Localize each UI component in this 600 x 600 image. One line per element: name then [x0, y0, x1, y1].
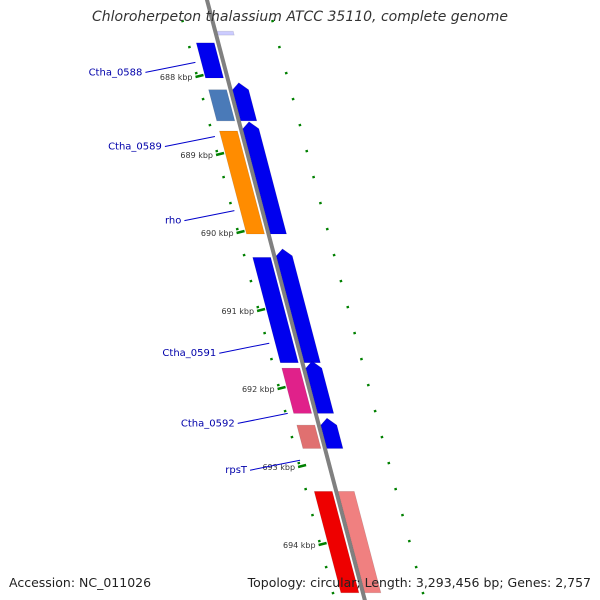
map-title: Chloroherpeton thalassium ATCC 35110, co… — [92, 9, 508, 25]
gc-dash-outer — [312, 175, 316, 179]
accession-text: Accession: NC_011026 — [9, 575, 152, 590]
cds-feature — [242, 121, 287, 235]
gene-feature — [195, 42, 224, 79]
kbp-tick — [277, 385, 286, 391]
gc-dash-inner — [242, 253, 246, 257]
gc-dash-outer — [407, 539, 411, 543]
gc-dash-inner — [215, 149, 219, 153]
kbp-tick-label: 693 kbp — [262, 463, 295, 472]
gc-dash-outer — [291, 97, 295, 101]
gene-label: Ctha_0592 — [181, 418, 235, 429]
gc-dash-inner — [249, 279, 253, 283]
cds-feature — [320, 417, 344, 449]
kbp-tick-label: 689 kbp — [180, 151, 213, 160]
gene-feature — [208, 89, 236, 122]
gc-dash-outer — [380, 435, 384, 439]
cds-feature — [337, 491, 382, 594]
gc-dash-outer — [421, 591, 425, 595]
gc-dash-outer — [394, 487, 398, 491]
kbp-tick-label: 691 kbp — [221, 307, 254, 316]
gc-dash-outer — [284, 71, 288, 75]
gc-dash-inner — [317, 539, 321, 543]
gc-dash-outer — [346, 305, 350, 309]
gc-dash-outer — [332, 253, 336, 257]
gc-dash-inner — [263, 331, 267, 335]
gc-dash-inner — [283, 409, 287, 413]
gc-dash-inner — [208, 123, 212, 127]
gene-feature — [281, 367, 313, 414]
gene-label: rpsT — [225, 465, 248, 476]
gc-dash-inner — [181, 19, 185, 23]
gc-dash-inner — [331, 591, 335, 595]
kbp-tick — [297, 463, 307, 469]
leader-line — [237, 412, 288, 424]
gc-dash-inner — [187, 45, 191, 49]
cds-feature — [305, 360, 335, 414]
cds-feature — [216, 30, 235, 36]
gc-dash-inner — [304, 487, 308, 491]
gene-label: Ctha_0588 — [89, 67, 143, 78]
gc-dash-outer — [305, 149, 309, 153]
gc-dash-inner — [269, 357, 273, 361]
kbp-tick-label: 688 kbp — [160, 73, 193, 82]
gene-feature — [313, 491, 360, 594]
cds-feature — [232, 82, 258, 122]
kbp-tick — [195, 73, 204, 79]
leader-line — [184, 210, 235, 222]
gc-dash-inner — [276, 383, 280, 387]
gc-dash-inner — [310, 513, 314, 517]
topology-text: Topology: circular; Length: 3,293,456 bp… — [247, 575, 591, 590]
kbp-tick-label: 694 kbp — [283, 541, 316, 550]
gene-label: Ctha_0589 — [108, 142, 162, 153]
gc-dash-outer — [271, 19, 275, 23]
gc-dash-inner — [228, 201, 232, 205]
gc-dash-inner — [194, 71, 198, 75]
gc-dash-outer — [298, 123, 302, 127]
genome-backbone — [204, 0, 367, 600]
leader-line — [164, 136, 215, 147]
gc-content-track — [181, 19, 425, 595]
gc-dash-outer — [366, 383, 370, 387]
kbp-tick — [256, 307, 266, 313]
gc-dash-inner — [222, 175, 226, 179]
gc-dash-inner — [297, 461, 301, 465]
feature-track — [195, 30, 382, 594]
kbp-tick — [236, 229, 245, 235]
gc-dash-outer — [387, 461, 391, 465]
gc-dash-inner — [201, 97, 205, 101]
gc-dash-outer — [359, 357, 363, 361]
gc-dash-inner — [290, 435, 294, 439]
gc-dash-outer — [277, 45, 281, 49]
gc-dash-outer — [414, 565, 418, 569]
gc-dash-outer — [318, 201, 322, 205]
kbp-scale: 688 kbp 689 kbp 690 kbp 691 kbp 692 kbp 693 k… — [160, 73, 327, 550]
gene-label: Ctha_0591 — [162, 348, 216, 359]
gc-dash-outer — [353, 331, 357, 335]
kbp-tick-label: 690 kbp — [201, 229, 234, 238]
gc-dash-outer — [325, 227, 329, 231]
gene-feature — [296, 424, 322, 449]
gc-dash-inner — [324, 565, 328, 569]
gene-feature — [219, 130, 265, 235]
kbp-tick-label: 692 kbp — [242, 385, 275, 394]
kbp-tick — [318, 541, 327, 547]
gc-dash-outer — [339, 279, 343, 283]
gene-feature — [252, 257, 299, 364]
gc-dash-inner — [256, 305, 260, 309]
leader-line — [219, 342, 270, 354]
leader-line — [249, 459, 301, 471]
gc-dash-inner — [235, 227, 239, 231]
backbone-line — [204, 0, 367, 600]
kbp-tick — [215, 151, 225, 157]
gc-dash-outer — [400, 513, 404, 517]
leader-line — [145, 61, 196, 73]
gene-label: rho — [165, 216, 181, 227]
gc-dash-outer — [373, 409, 377, 413]
cds-feature — [275, 248, 321, 364]
